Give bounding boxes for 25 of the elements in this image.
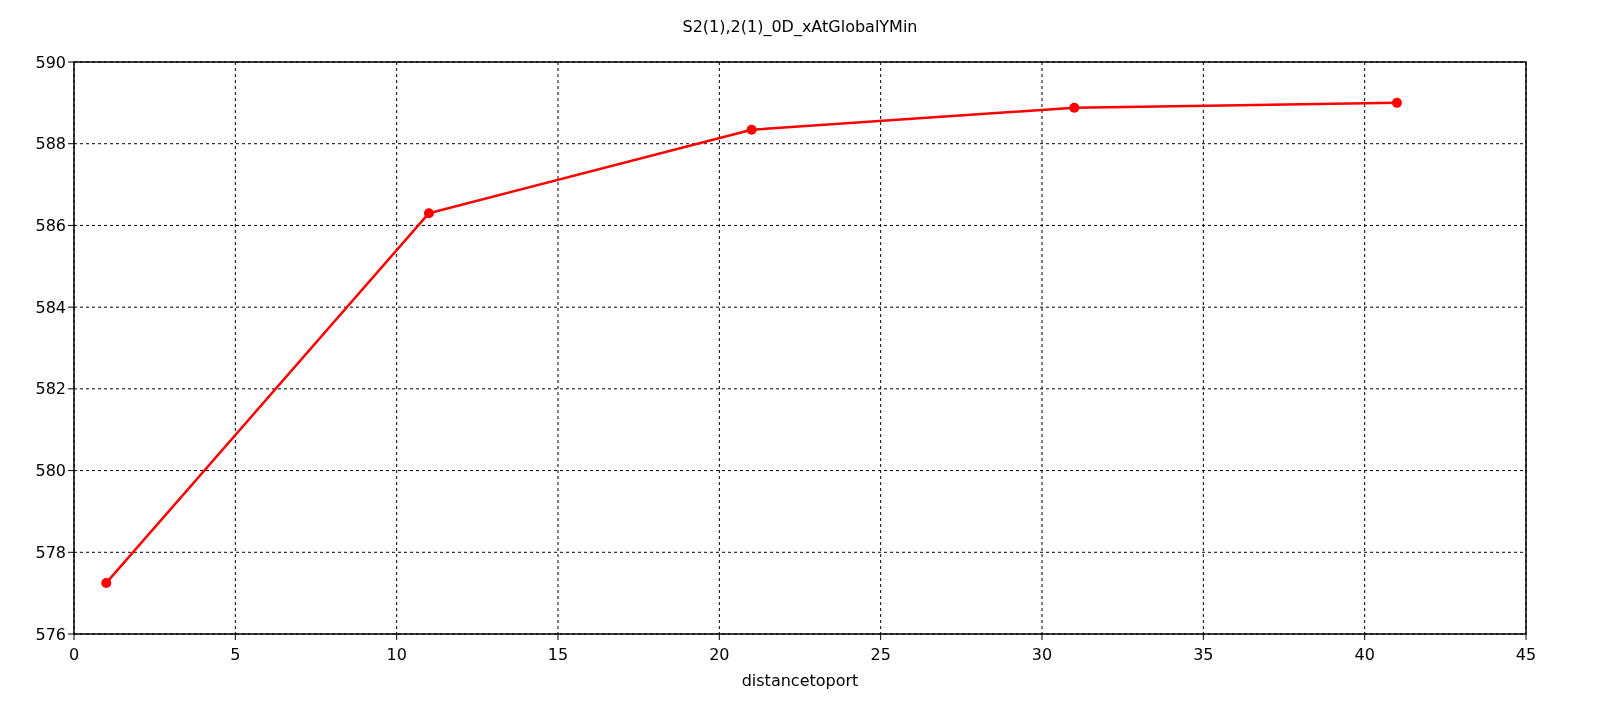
point — [746, 124, 757, 135]
x-tick-label: 5 — [230, 645, 241, 664]
x-tick-label: 20 — [709, 645, 730, 664]
x-tick-label: 30 — [1031, 645, 1053, 664]
x-tick-label: 0 — [68, 645, 80, 664]
point — [1391, 97, 1402, 108]
y-tick-label: 576 — [35, 624, 66, 644]
x-axis-title: distancetoport — [741, 671, 859, 690]
chart-title: S2(1),2(1)_0D_xAtGlobalYMin — [682, 17, 918, 37]
point — [101, 577, 112, 588]
x-tick-label: 45 — [1515, 645, 1537, 664]
x-tick-label: 10 — [386, 645, 407, 664]
y-tick-label: 590 — [35, 52, 66, 72]
y-tick-label: 588 — [35, 134, 66, 154]
y-tick-label: 584 — [35, 297, 66, 317]
y-tick-label: 578 — [35, 542, 66, 562]
y-tick-label: 586 — [35, 216, 66, 236]
x-tick-label: 15 — [547, 645, 569, 664]
x-tick-label: 40 — [1354, 645, 1375, 664]
x-tick-label: 35 — [1193, 645, 1214, 664]
x-tick-label: 25 — [870, 645, 891, 664]
y-tick-label: 580 — [35, 461, 66, 481]
point — [423, 208, 434, 219]
y-tick-label: 582 — [35, 379, 66, 399]
point — [1069, 102, 1080, 113]
